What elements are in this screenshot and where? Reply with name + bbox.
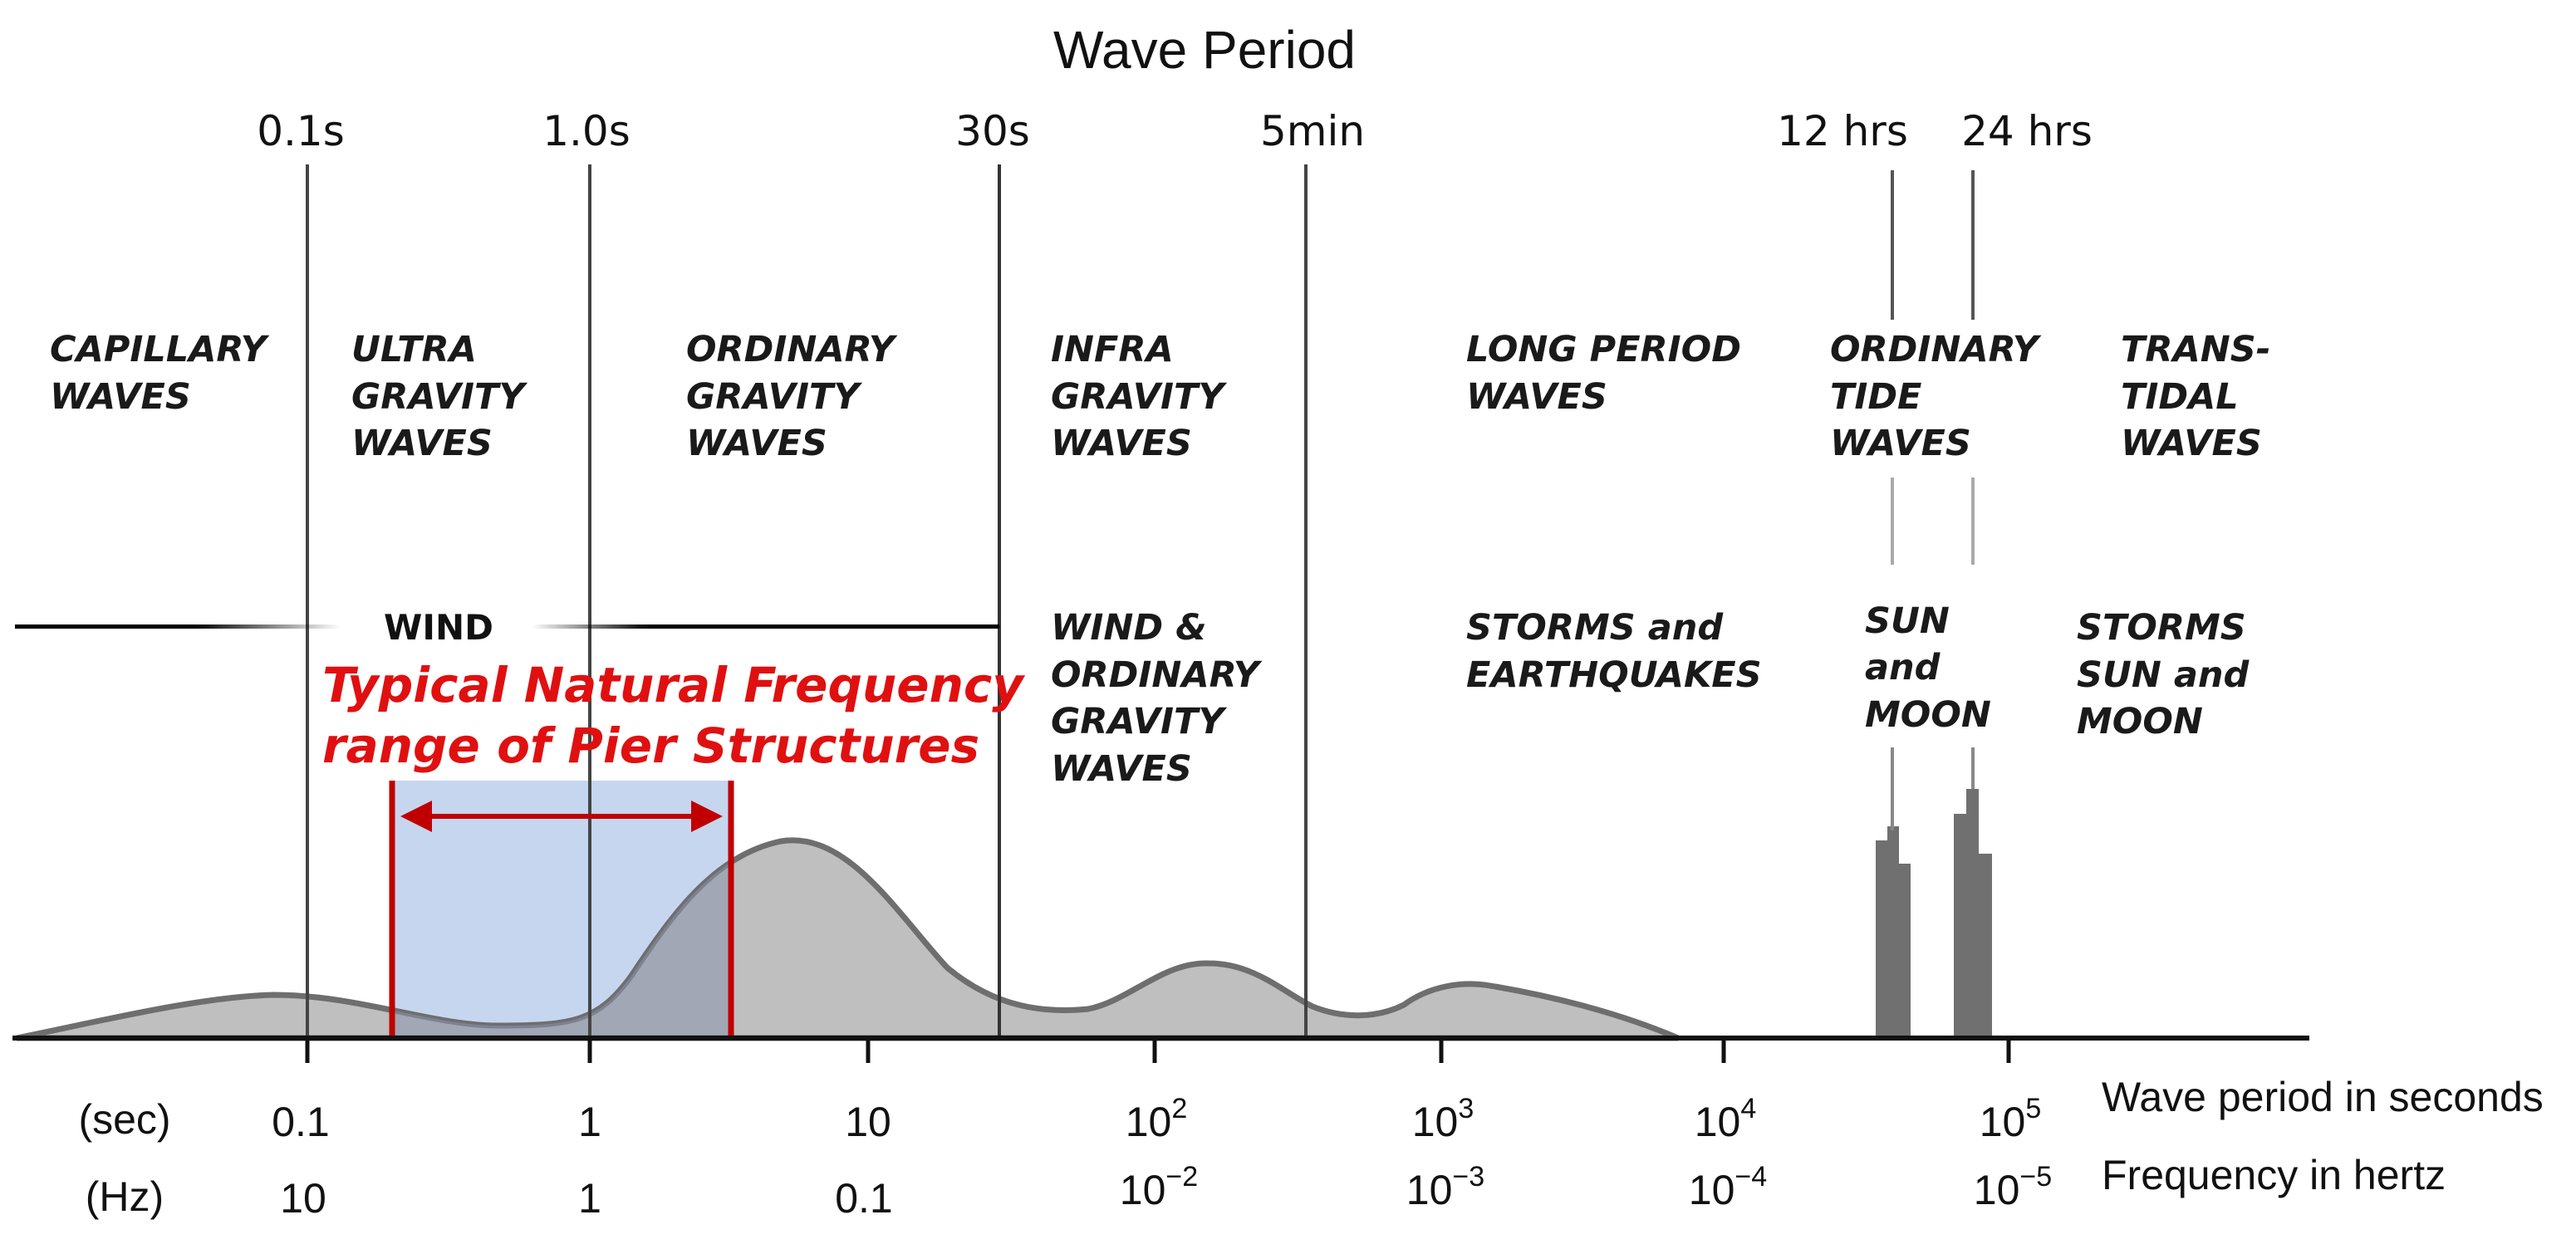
force-label-wind: WIND — [384, 607, 493, 648]
period-axis-description: Wave period in seconds — [2102, 1074, 2544, 1120]
freq-tick-5: 10−4 — [1689, 1161, 1767, 1213]
freq-tick-3: 10−2 — [1120, 1161, 1198, 1213]
tide-peak-24hrs — [1954, 789, 1992, 1038]
period-label-24hrs: 24 hrs — [1961, 107, 2093, 155]
band-spectrum-overlap — [392, 862, 731, 1038]
region-infra-gravity-waves: INFRA GRAVITY WAVES — [1051, 329, 1237, 464]
force-storms-earthquakes: STORMS and EARTHQUAKES — [1466, 607, 1762, 696]
pier-frequency-annotation: Typical Natural Frequency range of Pier … — [322, 657, 1040, 774]
pier-range-arrow-left-head — [400, 801, 432, 832]
force-sun-moon: SUN and MOON — [1865, 600, 1991, 736]
period-tick-3: 102 — [1126, 1093, 1188, 1145]
period-tick-1: 1 — [578, 1099, 601, 1145]
force-wind-ordinary-gravity: WIND & ORDINARY GRAVITY WAVES — [1051, 607, 1272, 790]
region-capillary-waves: CAPILLARY WAVES — [50, 329, 279, 418]
freq-tick-2: 0.1 — [835, 1175, 893, 1222]
pier-range-arrow-right-head — [691, 801, 723, 832]
period-label-1.0s: 1.0s — [542, 107, 631, 155]
period-tick-6: 105 — [1980, 1093, 2042, 1145]
seconds-row-label: (sec) — [78, 1096, 170, 1143]
x-axis-ticks — [305, 1038, 2011, 1063]
region-ultra-gravity-waves: ULTRA GRAVITY WAVES — [351, 329, 537, 464]
freq-tick-0: 10 — [280, 1175, 326, 1222]
region-ordinary-tide-waves: ORDINARY TIDE WAVES — [1830, 329, 2051, 464]
wind-line-right — [532, 624, 999, 629]
wind-line-left — [15, 624, 341, 629]
hertz-row-label: (Hz) — [86, 1173, 164, 1220]
period-label-5min: 5min — [1260, 107, 1365, 155]
energy-spectrum-curve — [16, 837, 1680, 1041]
period-label-0.1s: 0.1s — [257, 107, 345, 155]
freq-tick-1: 1 — [578, 1175, 601, 1222]
period-tick-4: 103 — [1412, 1093, 1474, 1145]
force-storms-sun-moon: STORMS SUN and MOON — [2077, 607, 2261, 742]
period-tick-2: 10 — [845, 1099, 891, 1145]
diagram-title: Wave Period — [1053, 20, 1356, 80]
period-label-12hrs: 12 hrs — [1777, 107, 1908, 155]
region-long-period-waves: LONG PERIOD WAVES — [1466, 329, 1754, 418]
frequency-axis-description: Frequency in hertz — [2102, 1152, 2446, 1198]
freq-tick-4: 10−3 — [1406, 1161, 1484, 1213]
region-ordinary-gravity-waves: ORDINARY GRAVITY WAVES — [686, 329, 907, 464]
period-tick-0: 0.1 — [272, 1099, 330, 1145]
tide-peak-12hrs — [1876, 826, 1911, 1038]
period-label-30s: 30s — [955, 107, 1030, 155]
period-tick-5: 104 — [1695, 1093, 1757, 1145]
region-trans-tidal-waves: TRANS- TIDAL WAVES — [2121, 329, 2284, 464]
freq-tick-6: 10−5 — [1974, 1161, 2052, 1213]
